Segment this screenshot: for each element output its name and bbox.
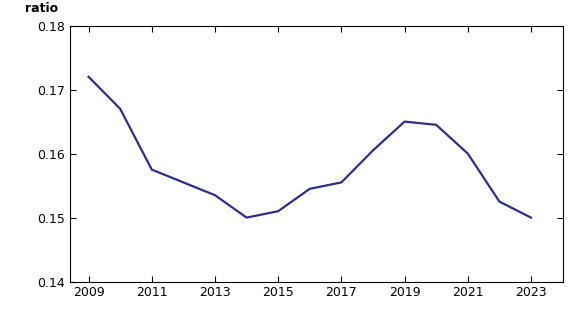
Text: ratio: ratio: [26, 2, 59, 15]
